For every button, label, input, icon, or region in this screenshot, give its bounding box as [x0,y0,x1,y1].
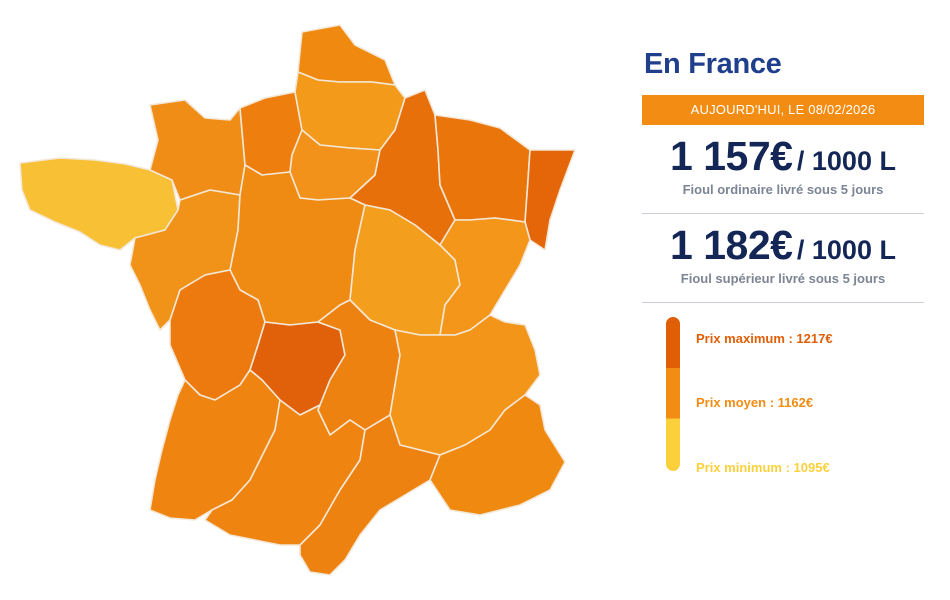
price-legend: Prix maximum : 1217€ Prix moyen : 1162€ … [642,317,924,477]
france-map-svg [19,24,576,576]
superior-price-unit: / 1000 L [796,235,896,265]
ordinary-price-unit: / 1000 L [796,146,896,176]
price-panel: En France AUJOURD'HUI, LE 08/02/2026 1 1… [642,48,924,477]
ordinary-fuel-price-block: 1 157€ / 1000 L Fioul ordinaire livré so… [642,125,924,197]
legend-color-bar [666,317,680,471]
region-nord[interactable] [297,24,396,86]
region-paca[interactable] [429,394,566,516]
divider [642,302,924,303]
superior-fuel-price-block: 1 182€ / 1000 L Fioul supérieur livré so… [642,214,924,286]
divider [642,213,924,214]
france-region-map [19,24,576,576]
region-alsace[interactable] [524,149,576,251]
region-languedoc[interactable] [299,414,441,576]
superior-price-caption: Fioul supérieur livré sous 5 jours [680,271,886,286]
ordinary-price-value: 1 157€ [670,133,793,179]
ordinary-price-line: 1 157€ / 1000 L [642,133,924,180]
date-badge: AUJOURD'HUI, LE 08/02/2026 [642,95,924,125]
superior-price-value: 1 182€ [670,222,793,268]
ordinary-price-caption: Fioul ordinaire livré sous 5 jours [682,182,884,197]
legend-min-label: Prix minimum : 1095€ [696,460,830,475]
superior-price-line: 1 182€ / 1000 L [642,222,924,269]
region-lorraine[interactable] [434,114,531,223]
legend-avg-label: Prix moyen : 1162€ [696,395,814,410]
legend-max-label: Prix maximum : 1217€ [696,331,833,346]
panel-title: En France [644,48,782,80]
